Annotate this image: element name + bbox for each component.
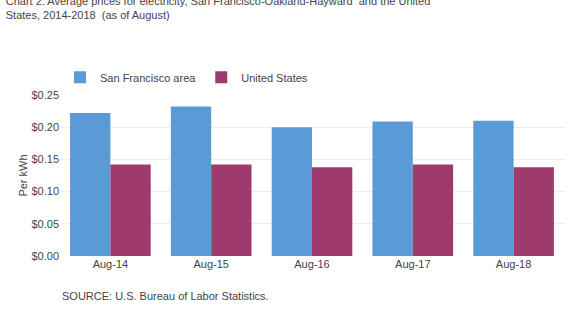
svg-text:San Francisco area: San Francisco area bbox=[100, 72, 196, 84]
svg-text:Per kWh: Per kWh bbox=[17, 154, 29, 196]
svg-text:Aug-14: Aug-14 bbox=[93, 258, 128, 270]
svg-text:$0.15: $0.15 bbox=[31, 153, 59, 165]
svg-text:Aug-15: Aug-15 bbox=[193, 258, 228, 270]
svg-text:Aug-17: Aug-17 bbox=[395, 258, 430, 270]
svg-text:$0.25: $0.25 bbox=[31, 89, 59, 101]
svg-text:SOURCE: U.S. Bureau of Labor S: SOURCE: U.S. Bureau of Labor Statistics. bbox=[62, 290, 269, 302]
svg-text:Chart 2. Average prices for el: Chart 2. Average prices for electricity,… bbox=[6, 0, 431, 21]
svg-text:$0.00: $0.00 bbox=[31, 250, 59, 262]
svg-text:Aug-18: Aug-18 bbox=[496, 258, 531, 270]
svg-text:$0.20: $0.20 bbox=[31, 121, 59, 133]
svg-text:$0.05: $0.05 bbox=[31, 218, 59, 230]
svg-text:Aug-16: Aug-16 bbox=[294, 258, 329, 270]
svg-text:$0.10: $0.10 bbox=[31, 185, 59, 197]
svg-text:United States: United States bbox=[241, 72, 308, 84]
